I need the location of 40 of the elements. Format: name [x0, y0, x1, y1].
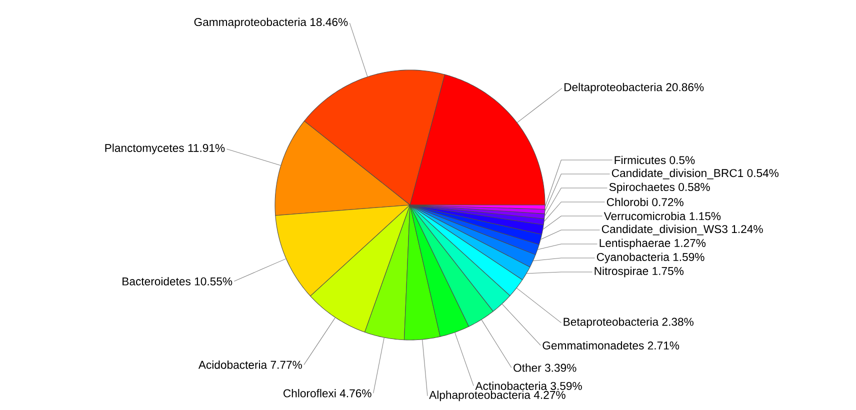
- data-label: 0.54%: [747, 169, 779, 178]
- slice-label: Spirochaetes: [609, 182, 675, 194]
- slice-label: Lentisphaerae: [600, 238, 670, 250]
- data-label: 1.15%: [690, 212, 721, 220]
- slice-label: Alphaproteobacteria: [429, 390, 530, 402]
- slice-label: Candidate_division_BRC1: [612, 168, 744, 180]
- data-label: 4.76%: [340, 389, 372, 398]
- data-label: 20.86%: [666, 83, 704, 92]
- slice-label: Bacteroidetes: [122, 277, 191, 286]
- data-label: 0.58%: [678, 183, 710, 192]
- slice-label: Nitrospirae: [594, 266, 648, 278]
- slice-label: Chloroflexi: [284, 388, 336, 398]
- slice-label: Actinobacteria: [475, 382, 548, 390]
- data-label: 11.91%: [188, 144, 225, 152]
- slice-label: Deltaproteobacteria: [564, 82, 662, 94]
- slice-label: Firmicutes: [614, 156, 666, 164]
- slice-label: Gemmatimonadetes: [542, 341, 644, 350]
- slice-label: Betaproteobacteria: [564, 317, 659, 328]
- data-label: 0.5%: [670, 156, 695, 164]
- data-label: 1.27%: [674, 239, 706, 247]
- slice-label: Gammaproteobacteria: [194, 18, 306, 28]
- data-label: 1.59%: [673, 253, 704, 262]
- data-label: 1.24%: [732, 225, 763, 234]
- slice-label: Acidobacteria: [198, 360, 268, 369]
- data-label: 18.46%: [310, 18, 348, 26]
- slice-label: Chlorobi: [606, 198, 648, 206]
- data-label: 3.59%: [550, 382, 582, 390]
- data-label: 4.27%: [534, 390, 566, 399]
- data-label: 0.72%: [652, 198, 684, 206]
- slice-label: Planctomycetes: [105, 144, 184, 154]
- data-label: 3.39%: [544, 364, 576, 372]
- slice-label: Candidate_division_WS3: [602, 224, 728, 236]
- slice-label: Verrucomicrobia: [604, 212, 686, 220]
- data-label: 2.38%: [662, 318, 694, 326]
- data-label: 7.77%: [270, 360, 302, 369]
- data-label: 10.55%: [194, 277, 232, 286]
- slice-label: Other: [514, 363, 542, 372]
- slice-label: Cyanobacteria: [596, 252, 670, 264]
- data-label: 1.75%: [652, 267, 684, 276]
- data-label: 2.71%: [648, 342, 680, 350]
